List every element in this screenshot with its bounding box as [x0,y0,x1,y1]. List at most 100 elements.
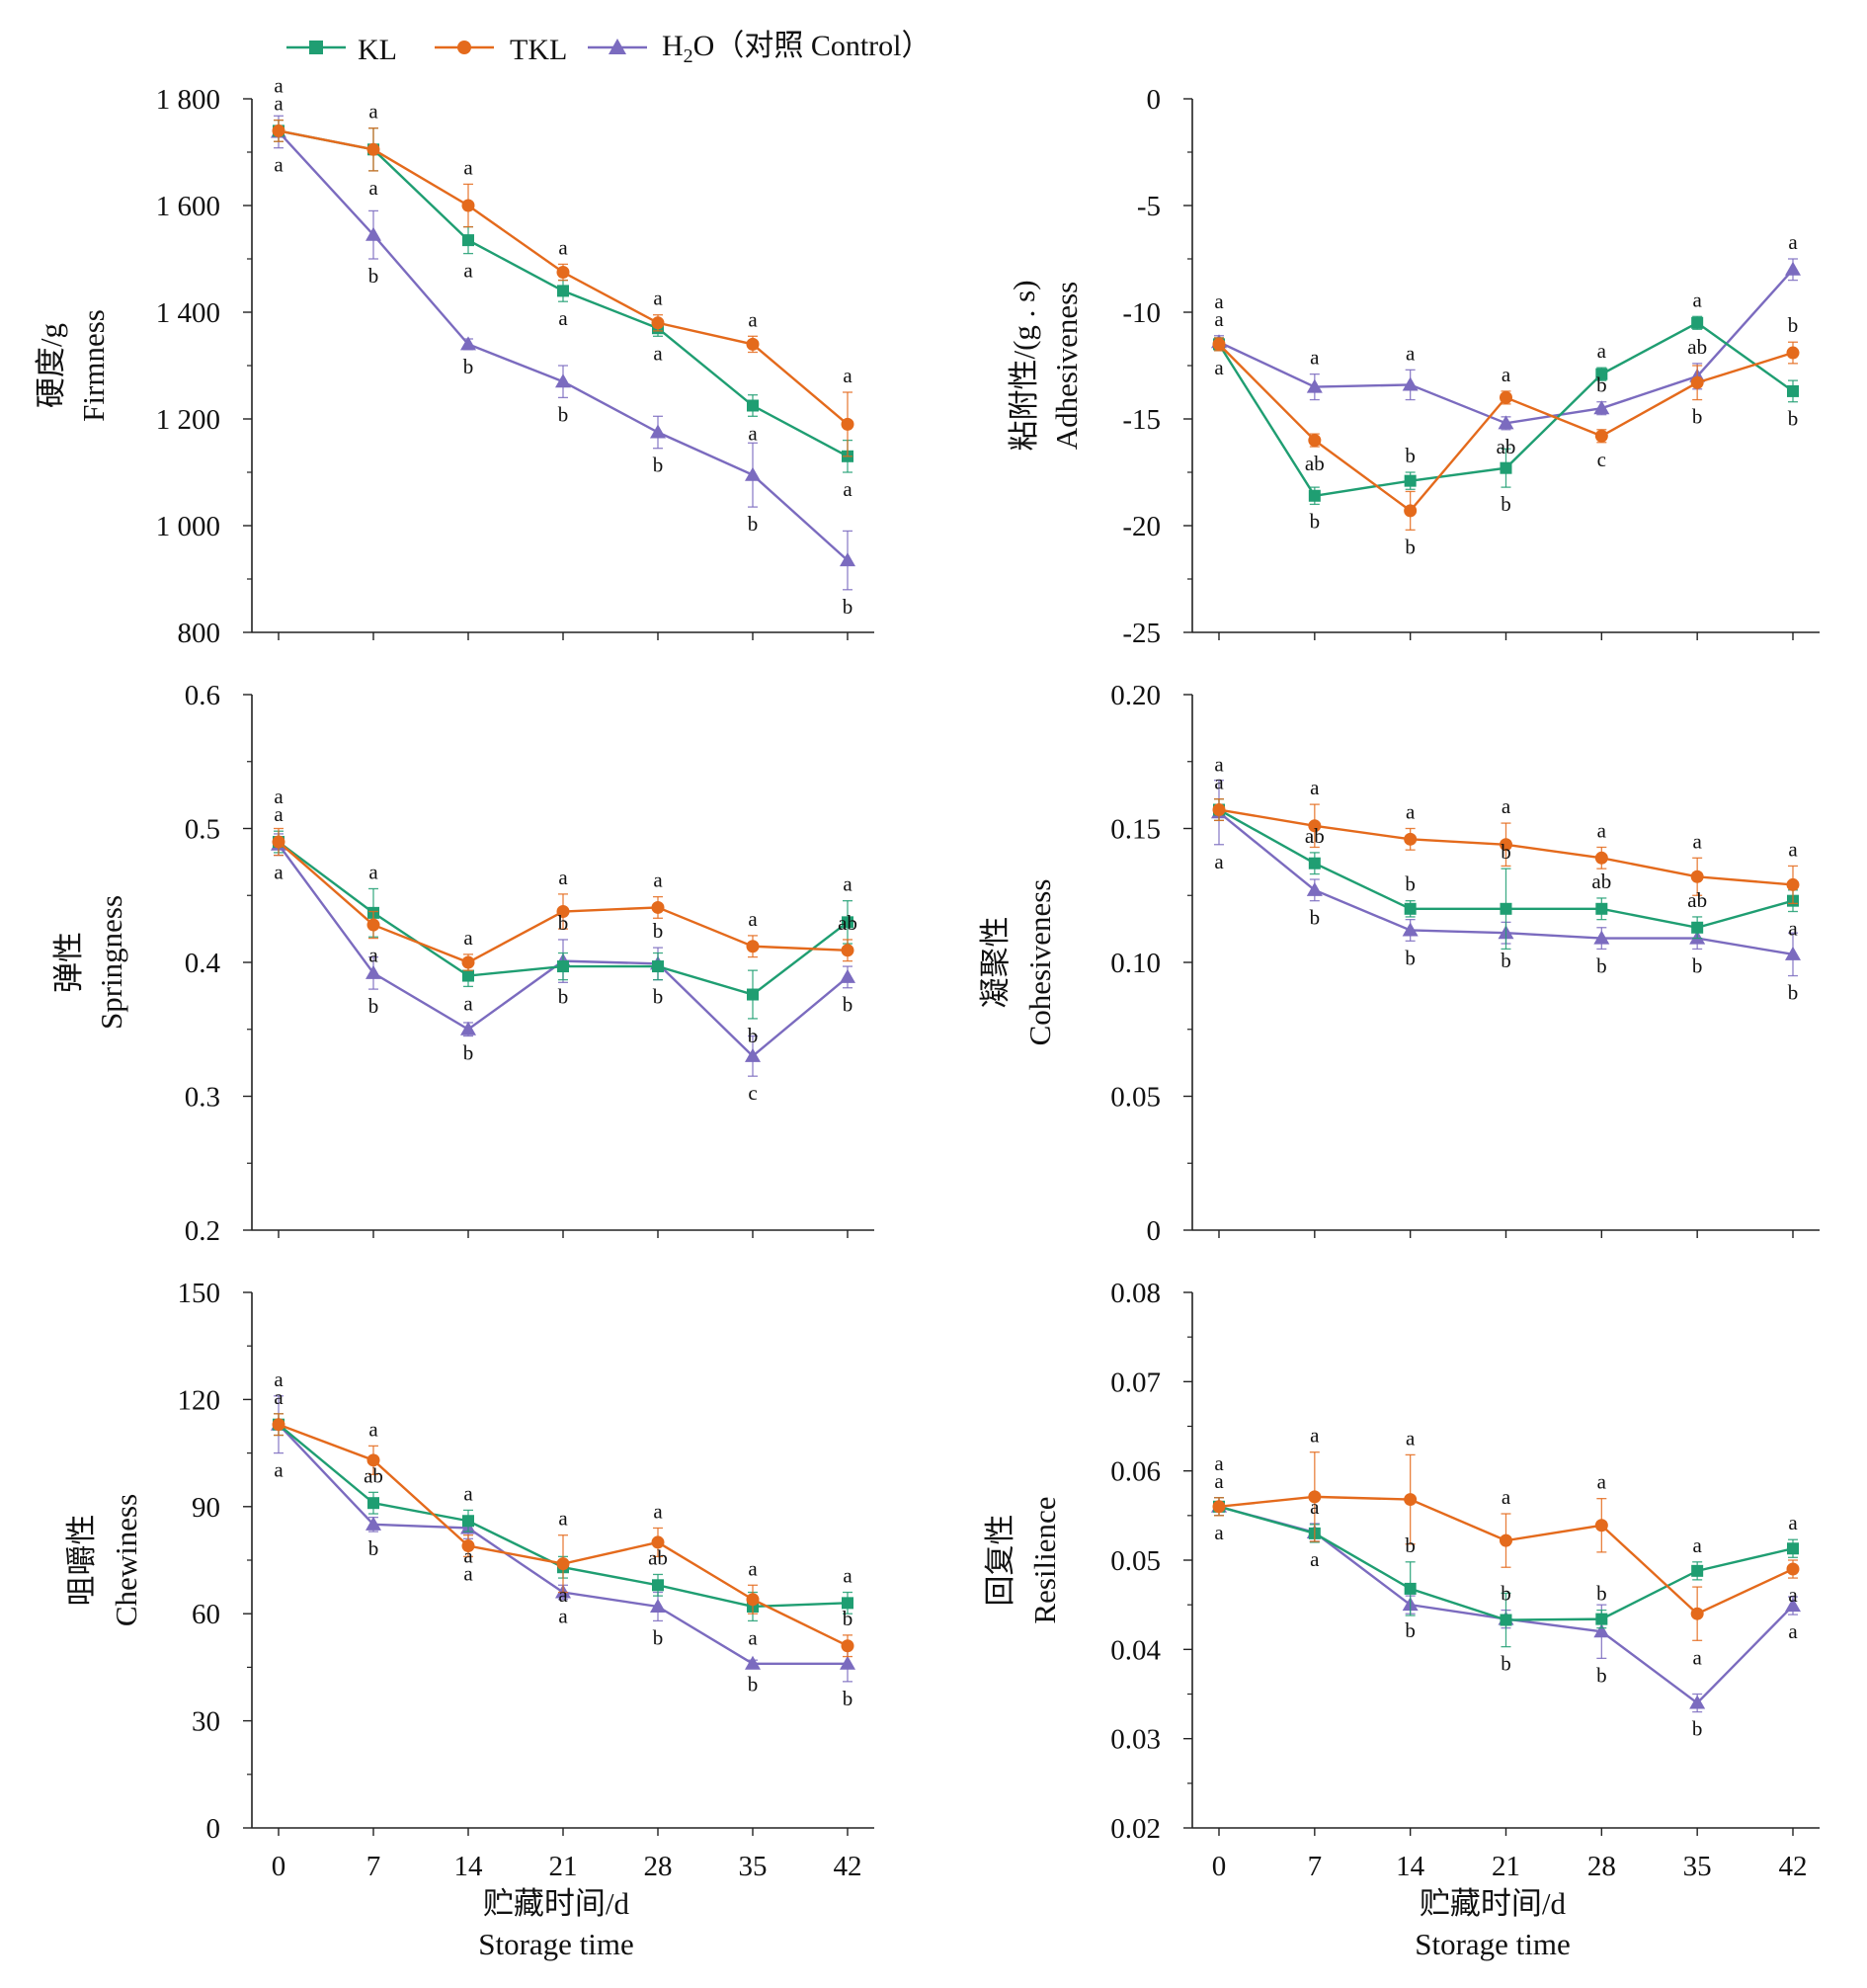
significance-letter: ab [1305,824,1325,848]
y-tick-label: -10 [1122,297,1161,329]
marker-triangle [1402,376,1419,391]
marker-triangle [840,552,855,567]
marker-triangle [1498,415,1514,430]
y-tick-label: 0.2 [185,1215,220,1247]
significance-letter: a [843,872,852,896]
significance-letter: a [1214,307,1224,331]
significance-letter: b [748,1024,759,1047]
significance-letter: c [748,1081,757,1105]
marker-circle [1404,1493,1418,1507]
significance-letter: a [558,235,568,259]
significance-letter: ab [838,911,857,935]
marker-square [1595,368,1608,380]
significance-letter: b [748,1672,759,1696]
y-tick-label: 0.07 [1110,1367,1161,1398]
y-tick-label: 1 200 [156,404,220,436]
marker-circle [366,918,380,932]
significance-letter: ab [1305,452,1325,475]
significance-letter: a [274,92,284,116]
marker-triangle [1306,378,1323,393]
significance-letter: b [1788,981,1799,1005]
x-tick-label: 28 [644,1851,673,1882]
significance-letter: a [748,421,758,445]
series-kl [1213,315,1799,506]
marker-square [1404,1582,1417,1595]
significance-letter: a [274,785,284,808]
marker-triangle [1593,1623,1610,1638]
significance-letter: a [1214,753,1224,777]
marker-circle [746,940,760,953]
significance-letter: a [274,1367,284,1391]
marker-triangle [1785,1598,1801,1613]
series-h2o [271,115,855,591]
marker-triangle [365,226,381,241]
series-tkl [1212,337,1800,531]
marker-square [652,1579,664,1592]
legend-tkl-marker [457,41,471,54]
marker-circle [1500,838,1512,852]
marker-triangle [460,336,476,351]
significance-letter: a [368,100,378,124]
significance-letter: b [1501,949,1511,972]
significance-letter: a [463,926,473,950]
significance-letter: b [843,1607,853,1630]
series-tkl [272,119,854,457]
significance-letter: b [748,512,759,536]
series-tkl [272,1413,854,1658]
marker-circle [556,266,570,279]
significance-letter: b [1596,373,1607,397]
significance-letter: a [463,1481,473,1505]
y-tick-label: 1 400 [156,297,220,329]
significance-letter: b [843,993,853,1017]
marker-triangle [650,1598,666,1613]
significance-letter: a [274,802,284,826]
marker-circle [556,1557,570,1571]
significance-letter: a [1406,800,1416,824]
y-tick-label: 150 [178,1278,221,1309]
y-title-en: Cohesiveness [1022,879,1057,1046]
significance-letter: b [1405,444,1416,467]
marker-circle [461,199,475,212]
significance-letter: b [843,1687,853,1710]
significance-letter: b [653,454,664,477]
marker-circle [1212,803,1226,817]
legend-tkl-label: TKL [510,34,567,66]
marker-square [1404,474,1417,487]
significance-letter: a [843,1564,852,1588]
chart-panels: 800 1 000 1 200 1 400 1 600 1 800 硬度/g Firmness… [34,74,1820,1882]
significance-letter: b [368,264,379,288]
significance-letter: a [558,866,568,889]
marker-circle [1308,819,1322,833]
marker-square [1404,902,1417,915]
y-title-en: Resilience [1027,1496,1062,1623]
y-title-cn: 硬度/g [34,323,68,408]
significance-letter: ab [364,1463,383,1487]
marker-square [652,960,664,973]
significance-letter: a [1597,818,1607,842]
significance-letter: a [1693,288,1703,311]
significance-letter: b [1405,1533,1416,1557]
y-tick-label: 0.5 [185,814,220,846]
significance-letter: a [1214,356,1224,379]
significance-letter: ab [1687,888,1707,912]
marker-circle [1690,375,1704,389]
significance-letter: a [653,869,663,892]
significance-letter: a [1502,363,1511,386]
marker-triangle [840,1655,855,1670]
marker-square [367,1497,379,1510]
significance-letter: b [1596,1663,1607,1687]
significance-letter: a [1502,794,1511,818]
significance-letter: a [843,477,852,501]
y-tick-label: 60 [192,1599,220,1630]
marker-circle [1308,1490,1322,1504]
x-tick-label: 21 [1492,1851,1520,1882]
marker-circle [461,955,475,969]
significance-letter: b [558,985,569,1009]
chart-panel-1: 800 1 000 1 200 1 400 1 600 1 800 硬度/g Firmness… [34,74,874,649]
x-tick-label: 35 [1683,1851,1712,1882]
significance-letter: a [748,1625,758,1649]
legend-item-h2o: H2O（对照 Control） [588,30,932,67]
significance-letter: a [558,1583,568,1607]
